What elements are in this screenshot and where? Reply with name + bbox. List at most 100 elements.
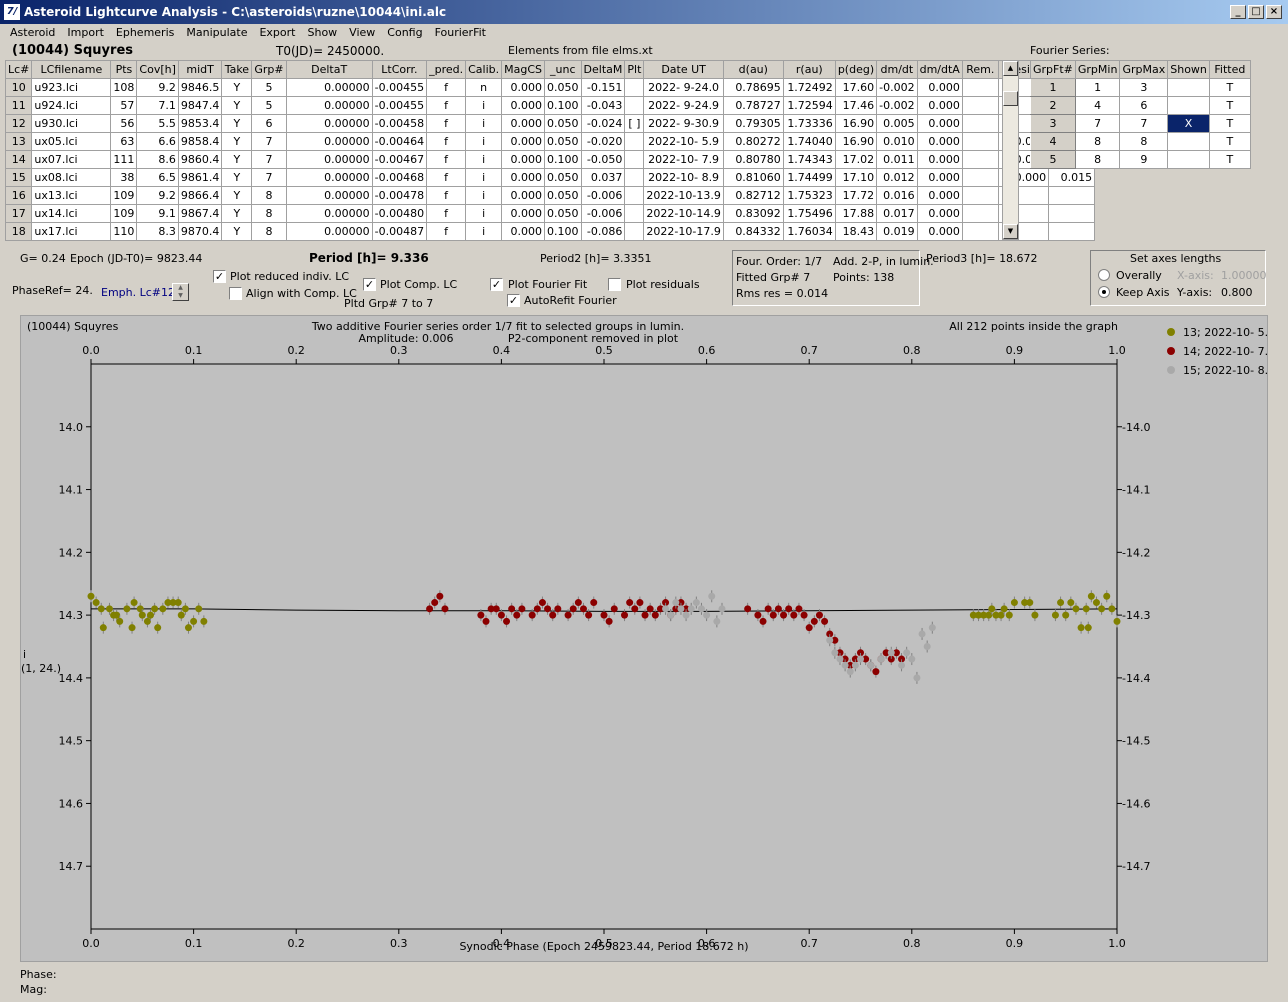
row-header-cell[interactable]: 10	[4, 78, 33, 97]
table-cell[interactable]	[624, 168, 645, 187]
table-cell[interactable]: 17.02	[834, 150, 878, 169]
table-cell[interactable]: 0.00000	[285, 168, 373, 187]
xaxis-value[interactable]: 1.00000	[1221, 269, 1267, 282]
table-cell[interactable]: 0.80780	[722, 150, 784, 169]
fourier-cell[interactable]: T	[1208, 132, 1251, 151]
fourier-cell[interactable]: T	[1208, 96, 1251, 115]
table-cell[interactable]: 17.72	[834, 186, 878, 205]
table-cell[interactable]	[961, 132, 999, 151]
table-cell[interactable]: -0.006	[580, 186, 626, 205]
lc-col-header[interactable]: Lc#	[4, 60, 33, 79]
table-cell[interactable]: 17.60	[834, 78, 878, 97]
table-cell[interactable]: 17.10	[834, 168, 878, 187]
table-cell[interactable]: 0.000	[916, 186, 963, 205]
table-cell[interactable]: f	[426, 186, 467, 205]
table-cell[interactable]: 0.050	[544, 132, 582, 151]
table-cell[interactable]	[624, 150, 645, 169]
table-cell[interactable]: 7	[251, 132, 287, 151]
table-cell[interactable]: 9847.4	[177, 96, 223, 115]
fourier-cell[interactable]: 3	[1119, 78, 1169, 97]
fourier-row-header[interactable]: 4	[1030, 132, 1076, 151]
table-cell[interactable]: Y	[221, 78, 253, 97]
table-cell[interactable]: 1.74499	[782, 168, 836, 187]
lc-col-header[interactable]: r(au)	[782, 60, 836, 79]
table-cell[interactable]: 9858.4	[177, 132, 223, 151]
lc-col-header[interactable]: DeltaM	[580, 60, 626, 79]
table-cell[interactable]: 0.000	[501, 96, 546, 115]
table-cell[interactable]	[961, 186, 999, 205]
table-cell[interactable]: Y	[221, 186, 253, 205]
table-cell[interactable]: ux14.lci	[31, 204, 112, 223]
table-row[interactable]: 18 ux17.lci 110 8.3 9870.4 Y 8 0.00000 -0.00487 f…	[4, 222, 1096, 241]
table-row[interactable]: 16 ux13.lci 109 9.2 9866.4 Y 8 0.00000 -0.00478 f…	[4, 186, 1096, 205]
table-cell[interactable]: 0.000	[501, 186, 546, 205]
table-cell[interactable]: -0.00455	[371, 96, 428, 115]
lc-col-header[interactable]: Grp#	[251, 60, 287, 79]
menu-config[interactable]: Config	[387, 26, 423, 39]
table-cell[interactable]: i	[465, 96, 503, 115]
lc-col-header[interactable]: MagCS	[501, 60, 546, 79]
table-cell[interactable]: 1.74040	[782, 132, 836, 151]
fourier-cell[interactable]: 8	[1074, 150, 1121, 169]
fourier-cell[interactable]	[1167, 150, 1210, 169]
table-cell[interactable]: [ ]	[624, 114, 645, 133]
table-scrollbar[interactable]: ▲ ▼	[1002, 60, 1019, 240]
table-cell[interactable]: 0.00000	[285, 114, 373, 133]
table-cell[interactable]: 0.050	[544, 168, 582, 187]
lc-col-header[interactable]: d(au)	[722, 60, 784, 79]
table-cell[interactable]: 0.000	[501, 114, 546, 133]
table-cell[interactable]: 0.000	[916, 150, 963, 169]
table-cell[interactable]: n	[465, 78, 503, 97]
table-cell[interactable]: 38	[110, 168, 138, 187]
lc-col-header[interactable]: _pred.	[426, 60, 467, 79]
menu-manipulate[interactable]: Manipulate	[186, 26, 248, 39]
table-cell[interactable]: 1.75323	[782, 186, 836, 205]
table-cell[interactable]: 0.00000	[285, 96, 373, 115]
table-cell[interactable]: f	[426, 222, 467, 241]
scroll-down-icon[interactable]: ▼	[1003, 224, 1018, 239]
table-cell[interactable]: Y	[221, 204, 253, 223]
lc-col-header[interactable]: dm/dt	[876, 60, 918, 79]
table-cell[interactable]: 111	[110, 150, 138, 169]
table-cell[interactable]	[961, 204, 999, 223]
table-cell[interactable]: 0.100	[544, 96, 582, 115]
table-cell[interactable]	[961, 114, 999, 133]
table-cell[interactable]: f	[426, 204, 467, 223]
table-cell[interactable]: 109	[110, 204, 138, 223]
table-cell[interactable]: 1.73336	[782, 114, 836, 133]
lc-col-header[interactable]: Date UT	[643, 60, 724, 79]
table-cell[interactable]: 2022- 9-24.9	[643, 96, 724, 115]
table-cell[interactable]: -0.00458	[371, 114, 428, 133]
table-cell[interactable]: 0.000	[916, 222, 963, 241]
table-row[interactable]: 10 u923.lci 108 9.2 9846.5 Y 5 0.00000 -0.00455 f…	[4, 78, 1096, 97]
lc-col-header[interactable]: p(deg)	[834, 60, 878, 79]
table-cell[interactable]: 6	[251, 114, 287, 133]
table-cell[interactable]: 0.000	[501, 222, 546, 241]
menu-export[interactable]: Export	[259, 26, 296, 39]
table-cell[interactable]: 110	[110, 222, 138, 241]
lc-col-header[interactable]: Take	[221, 60, 253, 79]
table-cell[interactable]	[1048, 186, 1096, 205]
table-cell[interactable]: 5	[251, 96, 287, 115]
plot-residuals-checkbox[interactable]	[608, 278, 621, 291]
table-cell[interactable]: 0.78727	[722, 96, 784, 115]
table-cell[interactable]: 0.017	[876, 204, 918, 223]
table-cell[interactable]: -0.00467	[371, 150, 428, 169]
table-cell[interactable]: -0.006	[580, 204, 626, 223]
table-cell[interactable]: i	[465, 168, 503, 187]
lc-col-header[interactable]: Cov[h]	[136, 60, 179, 79]
table-cell[interactable]: 0.000	[916, 78, 963, 97]
table-cell[interactable]: 0.100	[544, 150, 582, 169]
row-header-cell[interactable]: 16	[4, 186, 33, 205]
table-row[interactable]: 13 ux05.lci 63 6.6 9858.4 Y 7 0.00000 -0.00464 f i…	[4, 132, 1096, 151]
row-header-cell[interactable]: 15	[4, 168, 33, 187]
table-cell[interactable]: 0.00000	[285, 150, 373, 169]
fourier-col-header[interactable]: Fitted	[1208, 60, 1251, 79]
table-cell[interactable]: 0.012	[876, 168, 918, 187]
table-cell[interactable]: -0.00468	[371, 168, 428, 187]
table-cell[interactable]: 0.000	[501, 168, 546, 187]
table-cell[interactable]: i	[465, 132, 503, 151]
table-cell[interactable]: 0.000	[501, 150, 546, 169]
table-cell[interactable]: 1.76034	[782, 222, 836, 241]
